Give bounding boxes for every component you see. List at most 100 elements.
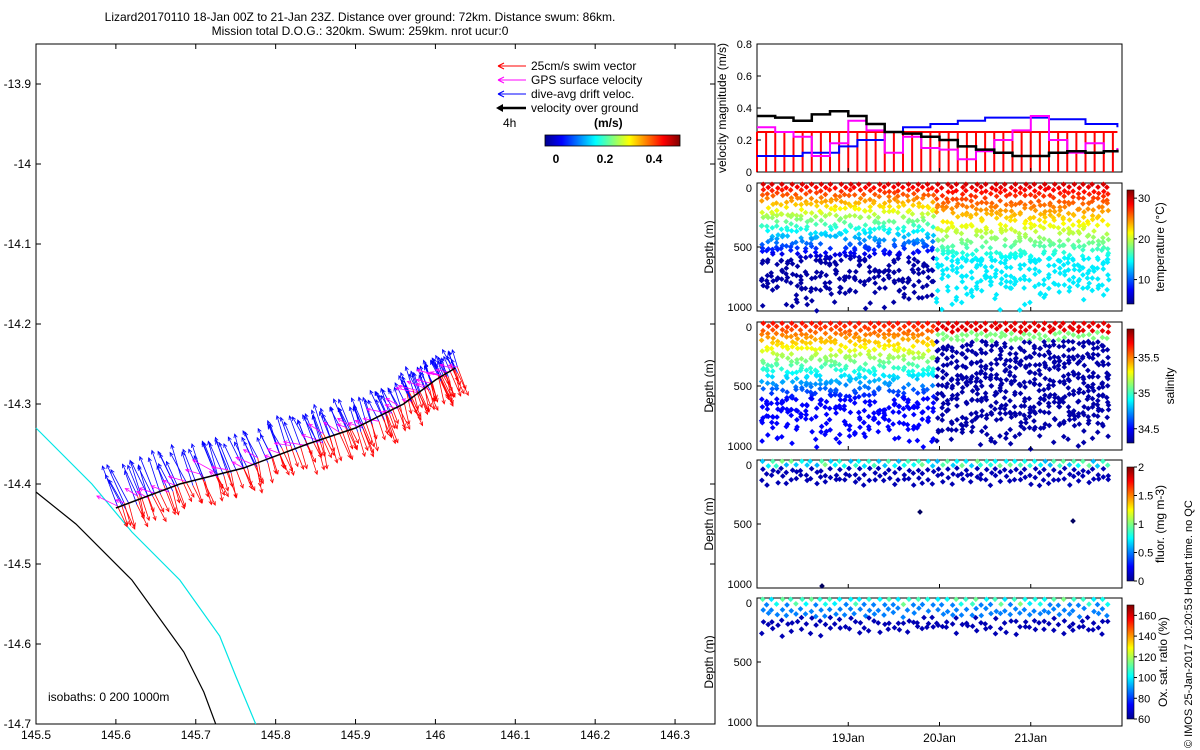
swim-vector	[341, 430, 353, 460]
profile-point	[959, 273, 966, 280]
profile-point	[867, 300, 874, 306]
profile-point	[798, 280, 804, 286]
profile-point	[940, 271, 946, 278]
profile-point	[881, 304, 888, 311]
profile-point	[877, 187, 883, 194]
swim-vector-head	[415, 405, 420, 411]
profile-point	[783, 243, 790, 249]
drift-vector	[148, 457, 161, 495]
drift-vector	[201, 441, 217, 476]
profile-point	[783, 278, 790, 284]
swim-vector	[431, 382, 438, 399]
velocity-ylabel: velocity magnitude (m/s)	[715, 43, 729, 173]
profile-point	[940, 206, 947, 213]
profile-point	[916, 278, 922, 285]
profile-point	[851, 250, 858, 257]
time-tick-label: 19Jan	[832, 731, 865, 745]
gps-vector	[96, 495, 118, 507]
swim-vector	[201, 477, 216, 506]
profile-point	[880, 223, 887, 230]
profile-point	[817, 253, 824, 259]
drift-vector	[171, 444, 182, 479]
profile-point	[838, 257, 844, 264]
drift-vector-head	[267, 423, 272, 429]
colorbar-tick-label: 0	[1138, 576, 1144, 588]
gps-vector-head	[96, 495, 101, 500]
legend-gps-label: GPS surface velocity	[531, 73, 642, 87]
profile-point	[779, 181, 785, 188]
gps-vector	[355, 420, 364, 425]
profile-point	[832, 185, 839, 191]
profile-point	[827, 181, 834, 188]
ground-speed-line	[757, 109, 1119, 158]
swim-vector-head	[454, 376, 459, 382]
drift-vector	[418, 375, 427, 393]
profile-point	[983, 188, 989, 195]
swim-vector	[347, 429, 358, 450]
drift-vector	[433, 358, 442, 376]
swim-vector-head	[431, 397, 437, 403]
profile-point	[886, 203, 893, 210]
profile-point	[822, 280, 828, 286]
profile-point	[812, 249, 819, 256]
profile-point	[945, 287, 951, 294]
drift-vector-head	[380, 394, 385, 400]
profile-point	[807, 231, 814, 237]
gps-vector-head	[138, 487, 144, 492]
gps-vector	[337, 423, 346, 428]
profile-point	[939, 275, 945, 282]
profile-point	[901, 234, 907, 240]
profile-point	[978, 234, 985, 240]
profile-point	[1012, 238, 1019, 245]
profile-point	[997, 259, 1004, 266]
profile-point	[901, 284, 908, 291]
profile-point	[978, 257, 985, 264]
temperature-y-axis: 0 500 1000	[728, 182, 761, 314]
colorbar-tick-label: 35	[1138, 388, 1150, 400]
profile-point	[793, 216, 800, 223]
profile-point	[940, 218, 946, 225]
profile-point	[973, 232, 980, 239]
profile-point	[851, 274, 858, 281]
profile-point	[880, 269, 887, 275]
profile-point	[1050, 204, 1057, 211]
profile-point	[759, 276, 765, 282]
swim-vector-head	[419, 421, 423, 427]
swim-vector-head	[355, 439, 359, 445]
drift-vector-head	[435, 354, 440, 360]
swim-vector-head	[449, 402, 454, 407]
profile-point	[911, 190, 917, 197]
profile-point	[959, 202, 966, 209]
gps-vector-head	[365, 407, 371, 412]
swim-vector-head	[361, 452, 366, 458]
drift-vector-head	[446, 355, 451, 361]
profile-point	[867, 196, 873, 203]
profile-point	[885, 181, 892, 188]
swim-vector	[281, 447, 293, 472]
swim-vector-head	[162, 517, 167, 523]
drift-vector	[304, 413, 318, 444]
profile-point	[779, 233, 786, 240]
profile-point	[826, 187, 833, 193]
profile-point	[915, 266, 922, 273]
profile-point	[983, 250, 990, 257]
profile-point	[905, 181, 912, 188]
velocity-ytick-label: 0	[746, 167, 752, 179]
profile-point	[774, 185, 781, 191]
swim-vector	[416, 392, 423, 408]
drift-vector-head	[369, 389, 374, 395]
swim-vector	[152, 496, 167, 522]
drift-vector-head	[394, 382, 399, 388]
legend-ground-label: velocity over ground	[531, 101, 638, 115]
profile-point	[838, 181, 845, 188]
profile-point	[949, 223, 956, 229]
profile-point	[914, 258, 921, 265]
swim-vector	[440, 375, 452, 397]
profile-point	[784, 191, 791, 198]
profile-point	[925, 192, 932, 198]
profile-point	[1008, 273, 1014, 280]
profile-point	[793, 296, 800, 303]
profile-point	[972, 193, 979, 200]
colorbar-tick-label: 140	[1138, 631, 1156, 643]
salinity-ylabel: Depth (m)	[702, 359, 716, 412]
